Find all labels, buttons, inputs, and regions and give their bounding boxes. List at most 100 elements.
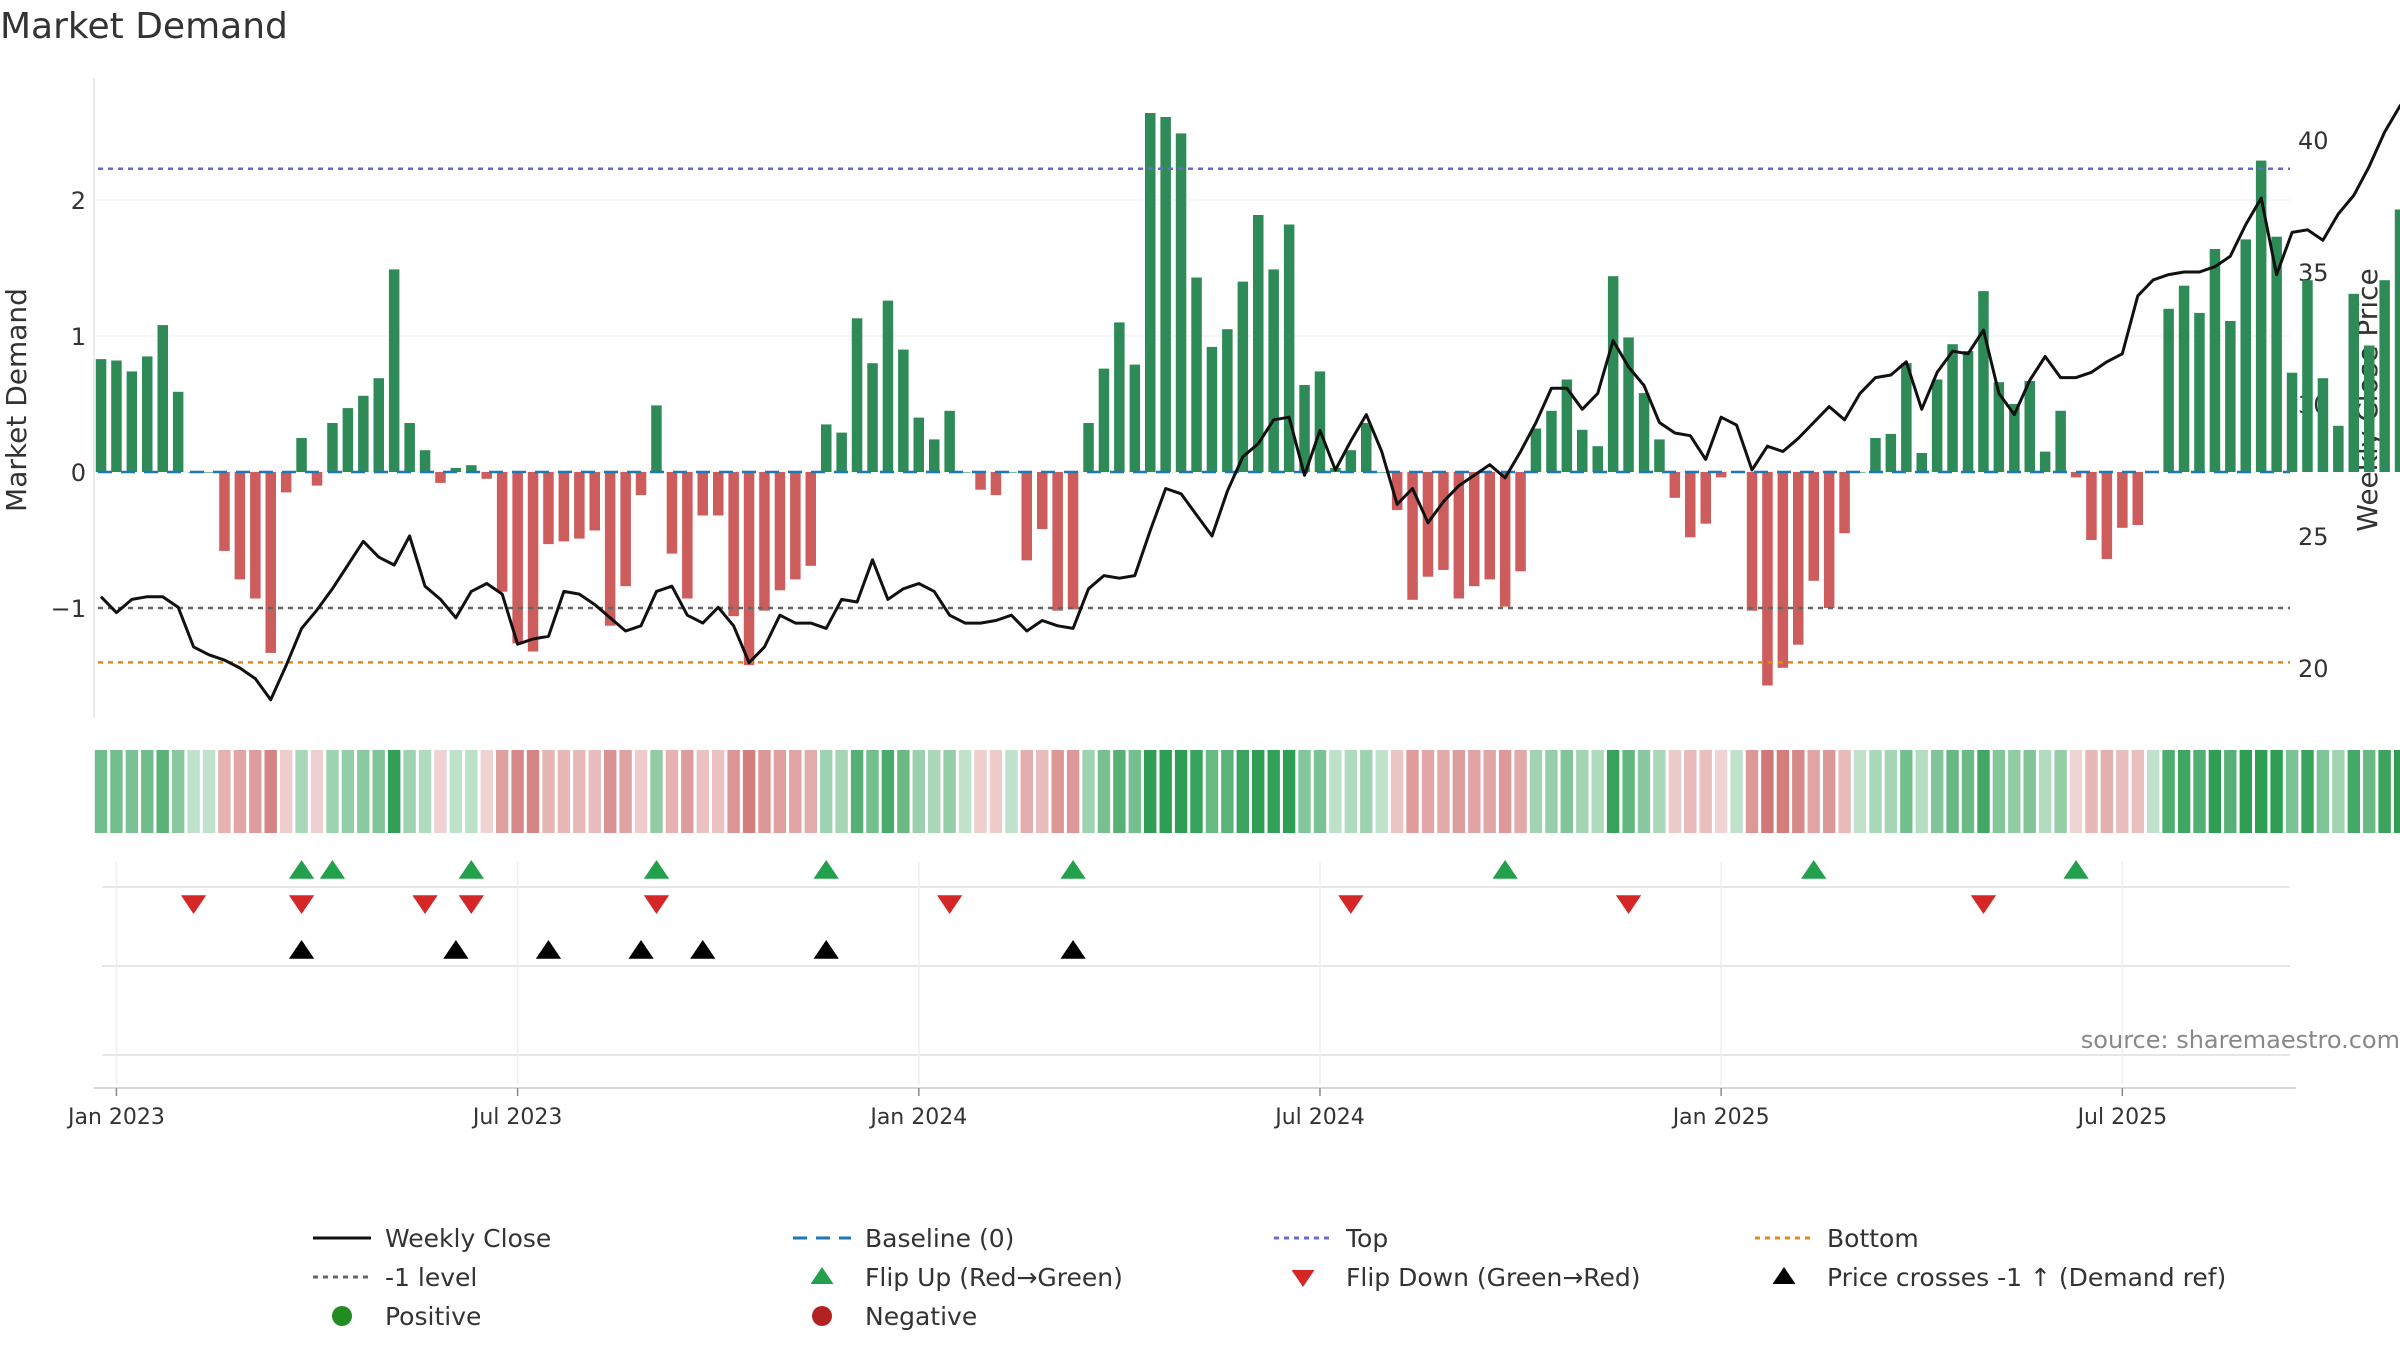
heat-cell	[249, 750, 262, 833]
demand-bar	[2333, 425, 2344, 472]
heat-cell	[388, 750, 401, 833]
demand-bar	[882, 300, 894, 472]
heat-cell	[1082, 750, 1095, 833]
demand-bar	[2209, 249, 2221, 472]
legend-positive-swatch	[332, 1306, 352, 1326]
demand-bar	[2302, 280, 2313, 472]
heat-cell	[1329, 750, 1342, 833]
demand-bar	[959, 472, 971, 473]
demand-bar	[172, 391, 184, 472]
heat-cell	[1637, 750, 1651, 833]
demand-bar	[1978, 291, 1989, 472]
heat-cell	[773, 750, 787, 833]
demand-bar	[2086, 472, 2097, 540]
heat-cell	[1915, 750, 1928, 833]
demand-bar	[1438, 472, 1449, 570]
demand-bar	[1361, 423, 1372, 472]
demand-bar	[1453, 472, 1465, 599]
price-cross-marker	[1060, 940, 1086, 959]
heat-cell	[1529, 750, 1543, 833]
flip-down-marker	[288, 895, 315, 914]
source-annotation: source: sharemaestro.com	[2081, 1026, 2400, 1054]
heat-cell	[403, 750, 416, 833]
demand-bar	[929, 439, 940, 472]
demand-bar	[682, 472, 693, 599]
demand-bar	[2240, 239, 2251, 472]
heat-cell	[789, 750, 802, 833]
x-tick-label: Jan 2024	[868, 1105, 967, 1130]
demand-bar	[851, 318, 863, 472]
heat-cell	[2085, 750, 2098, 833]
flip-down-marker	[643, 895, 670, 914]
heat-cell	[202, 750, 216, 833]
demand-bar	[450, 467, 462, 472]
demand-bar	[1268, 269, 1279, 472]
demand-bar	[203, 472, 215, 473]
heat-cell	[1792, 750, 1805, 833]
demand-bar	[1191, 277, 1202, 472]
heat-cell	[1776, 750, 1790, 833]
x-tick-label: Jul 2025	[2076, 1105, 2168, 1130]
heat-cell	[295, 750, 308, 833]
demand-bar	[1175, 133, 1187, 472]
demand-bar	[697, 472, 708, 516]
heat-cell	[1684, 750, 1697, 833]
demand-bar	[481, 472, 492, 479]
demand-bar	[1407, 472, 1418, 600]
legend-baseline-label: Baseline (0)	[865, 1224, 1014, 1253]
heat-cell	[1730, 750, 1743, 833]
demand-bar	[543, 472, 554, 545]
demand-bar	[1376, 472, 1387, 473]
x-tick-label: Jan 2023	[66, 1105, 165, 1130]
heat-cell	[1190, 750, 1203, 833]
flip-down-marker	[1338, 895, 1364, 914]
demand-bar	[558, 472, 570, 542]
heat-cell	[1576, 750, 1589, 833]
demand-bar	[1607, 276, 1619, 472]
demand-bar	[126, 371, 138, 472]
heat-cell	[2393, 750, 2400, 833]
flip-up-marker	[319, 860, 346, 879]
heat-cell	[1714, 750, 1728, 833]
heat-cell	[2316, 750, 2330, 833]
demand-bar	[2009, 404, 2020, 472]
heat-cell	[1005, 750, 1018, 833]
demand-bar	[1777, 472, 1789, 668]
weekly-close-line	[99, 103, 2400, 702]
heat-cell	[1236, 750, 1249, 833]
heat-cell	[372, 750, 385, 833]
demand-bar	[296, 438, 307, 472]
heat-cell	[1282, 750, 1296, 833]
heat-cell	[418, 750, 432, 833]
demand-bar	[1283, 224, 1295, 472]
heat-cell	[2301, 750, 2314, 833]
heat-cell	[465, 750, 478, 833]
flip-up-marker	[813, 860, 839, 879]
demand-bar	[821, 424, 832, 472]
demand-bar	[1314, 371, 1326, 472]
heat-cell	[264, 750, 277, 833]
demand-bar	[1530, 428, 1542, 472]
demand-bar	[2101, 472, 2113, 559]
demand-bar	[574, 472, 585, 539]
heat-cell	[1498, 750, 1512, 833]
flip-down-marker	[937, 895, 963, 914]
heat-cell	[280, 750, 293, 833]
heat-cell	[588, 750, 601, 833]
heat-cell	[2069, 750, 2083, 833]
price-cross-marker	[443, 940, 469, 959]
heat-cell	[1313, 750, 1327, 833]
demand-bar	[1037, 472, 1048, 530]
price-cross-marker	[813, 940, 839, 959]
heat-cell	[1514, 750, 1527, 833]
heat-cell	[1159, 750, 1172, 833]
demand-bar	[1345, 450, 1357, 472]
demand-bar	[836, 432, 847, 472]
heat-cell	[542, 750, 555, 833]
heat-cell	[1437, 750, 1450, 833]
demand-bar	[1067, 472, 1079, 610]
heat-cell	[897, 750, 910, 833]
demand-bar	[1638, 393, 1650, 472]
demand-bar	[1561, 379, 1573, 472]
